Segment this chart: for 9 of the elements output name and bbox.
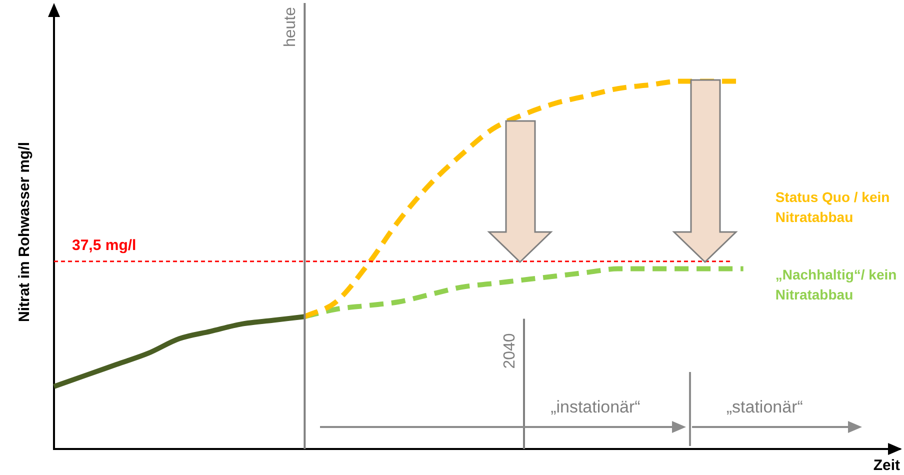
text: Status Quo / kein Nitratabbau — [775, 189, 890, 226]
text: heute — [282, 6, 300, 48]
annotation: „stationär“ — [726, 398, 804, 417]
y-axis-title: Nitrat im Rohwasser mg/l — [16, 142, 34, 322]
annotation: „instationär“ — [550, 398, 641, 417]
x-axis-title: Zeit — [873, 457, 900, 474]
annotation: 2040 — [501, 333, 518, 369]
ref-line-label: 37,5 mg/l — [72, 237, 136, 254]
text: „Nachhaltig“/ kein Nitratabbau — [775, 266, 897, 303]
